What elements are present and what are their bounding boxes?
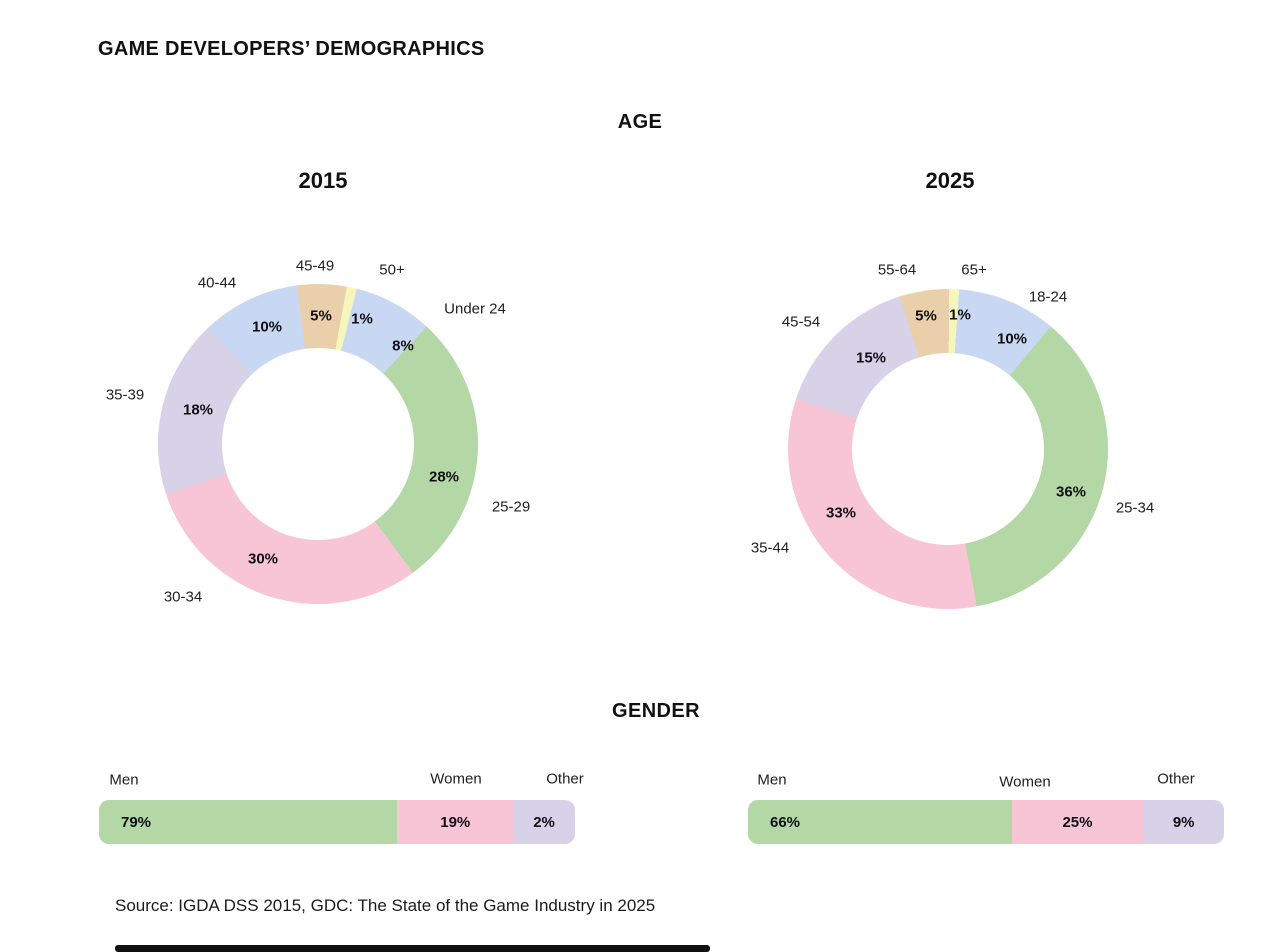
page-title: GAME DEVELOPERS’ DEMOGRAPHICS bbox=[98, 38, 485, 60]
gender-2025-label-other: Other bbox=[1157, 770, 1195, 788]
gender-bar-2025: 66% 25% 9% bbox=[748, 800, 1224, 844]
gender-section-heading: GENDER bbox=[612, 700, 700, 722]
gender-2015-men-pct: 79% bbox=[121, 813, 152, 831]
age-2015-label-45-49: 45-49 bbox=[295, 257, 335, 275]
age-2015-pct-30-34: 30% bbox=[247, 550, 279, 568]
age-2025-label-18-24: 18-24 bbox=[1028, 288, 1068, 306]
age-2025-pct-25-34: 36% bbox=[1055, 483, 1087, 501]
age-donut-2025 bbox=[788, 289, 1108, 609]
age-2025-title: 2025 bbox=[925, 168, 975, 193]
gender-2015-women-pct: 19% bbox=[440, 813, 471, 831]
donut-hole bbox=[852, 353, 1044, 545]
gender-2025-other-pct: 9% bbox=[1172, 813, 1195, 831]
age-2015-label-25-29: 25-29 bbox=[491, 498, 531, 516]
age-2025-label-45-54: 45-54 bbox=[781, 313, 821, 331]
gender-2025-other-segment: 9% bbox=[1143, 800, 1224, 844]
age-2015-pct-35-39: 18% bbox=[182, 401, 214, 419]
age-2015-label-40-44: 40-44 bbox=[197, 274, 237, 292]
gender-2015-other-pct: 2% bbox=[533, 813, 555, 831]
video-progress-bar[interactable] bbox=[115, 945, 710, 952]
gender-2015-label-other: Other bbox=[546, 770, 584, 788]
age-2015-label-50plus: 50+ bbox=[379, 261, 405, 279]
gender-2015-men-segment: 79% bbox=[99, 800, 398, 844]
age-2015-pct-25-29: 28% bbox=[428, 468, 460, 486]
age-2015-label-35-39: 35-39 bbox=[105, 386, 145, 404]
gender-2015-women-segment: 19% bbox=[397, 800, 514, 844]
age-2025-label-55-64: 55-64 bbox=[877, 261, 917, 279]
age-2025-label-35-44: 35-44 bbox=[750, 539, 790, 557]
age-2025-pct-55-64: 5% bbox=[915, 307, 937, 325]
age-2025-pct-45-54: 15% bbox=[855, 349, 887, 367]
age-2015-title: 2015 bbox=[298, 168, 348, 193]
age-2015-pct-40-44: 10% bbox=[251, 318, 283, 336]
gender-2025-women-segment: 25% bbox=[1011, 800, 1144, 844]
gender-2025-men-segment: 66% bbox=[748, 800, 1012, 844]
gender-2025-label-women: Women bbox=[999, 773, 1051, 791]
age-2015-pct-50plus: 1% bbox=[351, 310, 373, 328]
source-citation: Source: IGDA DSS 2015, GDC: The State of… bbox=[115, 896, 656, 915]
age-2015-label-under24: Under 24 bbox=[444, 300, 506, 318]
gender-2025-label-men: Men bbox=[757, 771, 787, 789]
age-2015-pct-under24: 8% bbox=[392, 337, 414, 355]
gender-2015-label-women: Women bbox=[430, 770, 482, 788]
age-2015-pct-45-49: 5% bbox=[310, 307, 332, 325]
age-section-heading: AGE bbox=[617, 111, 663, 133]
age-2025-label-25-34: 25-34 bbox=[1115, 499, 1155, 517]
age-2025-pct-65plus: 1% bbox=[949, 306, 971, 324]
age-2015-label-30-34: 30-34 bbox=[163, 588, 203, 606]
age-2025-pct-35-44: 33% bbox=[825, 504, 857, 522]
gender-2015-other-segment: 2% bbox=[513, 800, 575, 844]
donut-hole bbox=[222, 348, 414, 540]
gender-2025-women-pct: 25% bbox=[1062, 813, 1093, 831]
gender-2025-men-pct: 66% bbox=[770, 813, 801, 831]
age-2025-label-65plus: 65+ bbox=[961, 261, 987, 279]
gender-2015-label-men: Men bbox=[109, 771, 139, 789]
age-donut-2015 bbox=[158, 284, 478, 604]
age-2025-pct-18-24: 10% bbox=[996, 330, 1028, 348]
gender-bar-2015: 79% 19% 2% bbox=[99, 800, 575, 844]
